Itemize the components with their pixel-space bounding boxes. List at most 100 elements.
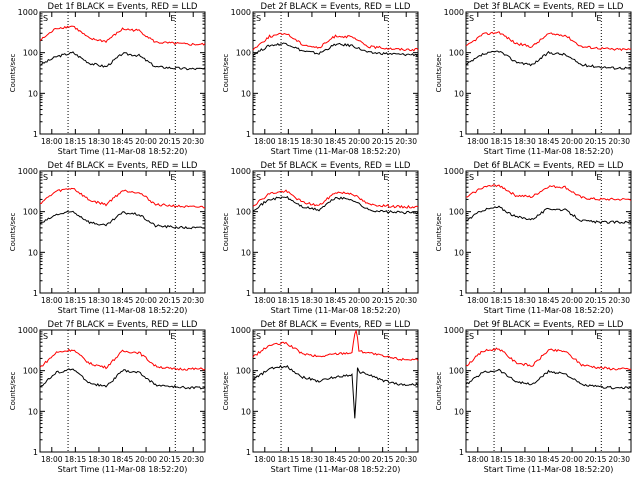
x-tick-label: 18:30 — [88, 296, 110, 305]
x-axis-label: Start Time (11-Mar-08 18:52:20) — [58, 465, 188, 474]
x-axis-label: Start Time (11-Mar-08 18:52:20) — [271, 306, 401, 315]
x-tick-label: 18:00 — [41, 455, 63, 464]
x-tick-label: 20:15 — [585, 455, 607, 464]
end-marker: E — [383, 173, 388, 182]
start-marker: S — [43, 173, 48, 182]
plot-frame — [252, 329, 419, 453]
y-tick-label: 1 — [246, 289, 251, 298]
x-tick-label: 20:30 — [395, 455, 417, 464]
series-line-lld — [39, 348, 206, 371]
plot-frame — [465, 329, 632, 453]
series-line-lld — [252, 189, 419, 209]
end-marker: E — [596, 332, 601, 341]
series-line-events — [465, 205, 632, 225]
x-tick-label: 18:00 — [254, 455, 276, 464]
chart-title: Det 1f BLACK = Events, RED = LLD — [48, 2, 198, 12]
y-tick-label: 1000 — [18, 8, 38, 17]
y-tick-label: 10 — [28, 407, 38, 416]
x-tick-label: 18:45 — [112, 455, 134, 464]
x-tick-label: 18:15 — [491, 137, 513, 146]
y-axis-label: Counts/sec — [222, 213, 230, 252]
y-tick-label: 10 — [241, 248, 251, 257]
x-tick-label: 18:15 — [65, 296, 87, 305]
end-marker: E — [383, 14, 388, 23]
y-tick-label: 1000 — [444, 8, 464, 17]
y-tick-label: 10 — [454, 89, 464, 98]
y-tick-label: 10 — [28, 248, 38, 257]
x-tick-label: 20:00 — [561, 296, 583, 305]
chart-title: Det 2f BLACK = Events, RED = LLD — [261, 2, 411, 12]
x-tick-label: 18:15 — [65, 455, 87, 464]
y-tick-label: 1 — [246, 130, 251, 139]
x-axis-label: Start Time (11-Mar-08 18:52:20) — [271, 147, 401, 156]
y-tick-label: 1 — [33, 130, 38, 139]
y-axis-label: Counts/sec — [435, 213, 443, 252]
plot-frame — [465, 11, 632, 135]
y-tick-label: 1000 — [18, 326, 38, 335]
x-tick-label: 18:45 — [538, 296, 560, 305]
x-tick-label: 18:30 — [514, 137, 536, 146]
y-tick-label: 100 — [236, 367, 251, 376]
x-tick-label: 18:45 — [325, 296, 347, 305]
x-tick-label: 18:15 — [491, 296, 513, 305]
y-tick-label: 100 — [236, 208, 251, 217]
x-tick-label: 20:30 — [182, 296, 204, 305]
plot-frame — [252, 11, 419, 135]
start-marker: S — [469, 14, 474, 23]
chart-title: Det 7f BLACK = Events, RED = LLD — [48, 320, 198, 330]
x-tick-label: 20:00 — [348, 455, 370, 464]
x-tick-label: 20:30 — [182, 455, 204, 464]
series-line-events — [252, 364, 419, 419]
y-tick-label: 10 — [241, 89, 251, 98]
x-tick-label: 18:30 — [301, 455, 323, 464]
x-tick-label: 18:00 — [467, 296, 489, 305]
x-tick-label: 20:15 — [372, 296, 394, 305]
y-tick-label: 1000 — [18, 167, 38, 176]
plot-frame — [465, 170, 632, 294]
x-tick-label: 20:30 — [182, 137, 204, 146]
x-tick-label: 18:30 — [88, 455, 110, 464]
y-tick-label: 10 — [241, 407, 251, 416]
y-axis-label: Counts/sec — [9, 54, 17, 93]
series-line-events — [465, 50, 632, 70]
start-marker: S — [43, 332, 48, 341]
end-marker: E — [170, 332, 175, 341]
y-tick-label: 10 — [28, 89, 38, 98]
y-axis-label: Counts/sec — [222, 372, 230, 411]
y-tick-label: 1 — [459, 130, 464, 139]
end-marker: E — [170, 14, 175, 23]
y-tick-label: 1000 — [231, 8, 251, 17]
x-tick-label: 20:30 — [608, 296, 630, 305]
x-tick-label: 18:30 — [514, 455, 536, 464]
x-tick-label: 20:15 — [372, 137, 394, 146]
x-tick-label: 18:30 — [301, 137, 323, 146]
x-tick-label: 20:15 — [372, 455, 394, 464]
x-tick-label: 18:15 — [278, 137, 300, 146]
x-axis-label: Start Time (11-Mar-08 18:52:20) — [271, 465, 401, 474]
x-tick-label: 18:45 — [325, 455, 347, 464]
plot-frame — [39, 329, 206, 453]
y-tick-label: 1000 — [231, 167, 251, 176]
x-axis-label: Start Time (11-Mar-08 18:52:20) — [58, 147, 188, 156]
x-tick-label: 18:30 — [301, 296, 323, 305]
series-line-lld — [252, 32, 419, 52]
x-tick-label: 18:15 — [65, 137, 87, 146]
x-tick-label: 18:15 — [278, 455, 300, 464]
x-tick-label: 20:30 — [395, 137, 417, 146]
chart-title: Det 4f BLACK = Events, RED = LLD — [48, 161, 198, 171]
x-tick-label: 18:00 — [467, 137, 489, 146]
series-line-lld — [39, 25, 206, 46]
y-tick-label: 1 — [459, 448, 464, 457]
x-tick-label: 20:00 — [348, 296, 370, 305]
y-tick-label: 10 — [454, 407, 464, 416]
x-tick-label: 18:15 — [278, 296, 300, 305]
chart-title: Det 6f BLACK = Events, RED = LLD — [474, 161, 624, 171]
y-tick-label: 1 — [459, 289, 464, 298]
x-tick-label: 18:45 — [112, 137, 134, 146]
chart-title: Det 8f BLACK = Events, RED = LLD — [261, 320, 411, 330]
